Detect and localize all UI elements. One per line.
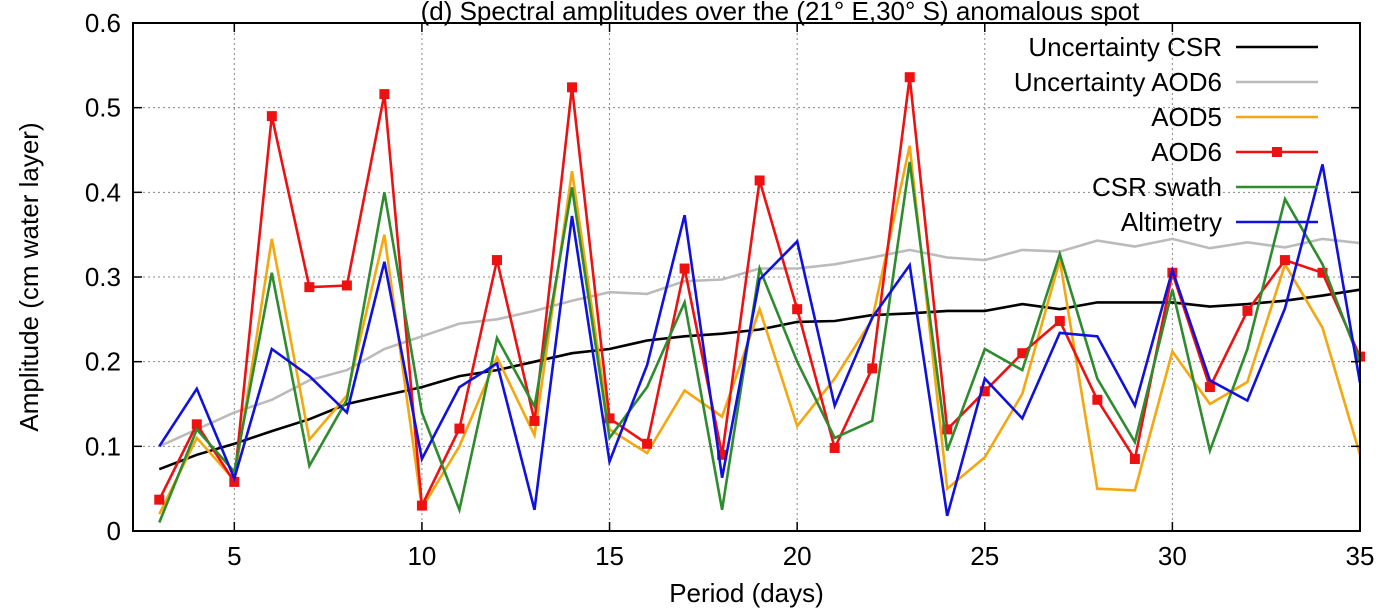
y-tick-label: 0.5 bbox=[85, 93, 121, 123]
chart-title: (d) Spectral amplitudes over the (21° E,… bbox=[421, 0, 1141, 26]
x-tick-label: 15 bbox=[595, 541, 624, 571]
data-point bbox=[904, 72, 915, 83]
legend-label: Uncertainty CSR bbox=[1028, 32, 1222, 62]
legend-item: AOD5 bbox=[1151, 102, 1318, 132]
data-point bbox=[1129, 454, 1140, 465]
data-point bbox=[379, 89, 390, 100]
data-point bbox=[754, 175, 765, 186]
legend-label: Altimetry bbox=[1121, 207, 1222, 237]
y-tick-label: 0.1 bbox=[85, 431, 121, 461]
legend-label: CSR swath bbox=[1092, 172, 1222, 202]
data-point bbox=[1017, 348, 1028, 359]
x-axis-title: Period (days) bbox=[669, 578, 824, 608]
data-point bbox=[1279, 255, 1290, 266]
data-point bbox=[304, 282, 315, 293]
series-lines bbox=[154, 72, 1365, 523]
data-point bbox=[1204, 382, 1215, 393]
data-point bbox=[867, 363, 878, 374]
data-point bbox=[717, 449, 728, 460]
data-point bbox=[529, 415, 540, 426]
x-tick-label: 5 bbox=[227, 541, 241, 571]
data-point bbox=[679, 263, 690, 274]
x-tick-label: 10 bbox=[407, 541, 436, 571]
data-point bbox=[154, 494, 165, 505]
data-point bbox=[942, 424, 953, 435]
data-point bbox=[604, 413, 615, 424]
data-point bbox=[454, 423, 465, 434]
legend-item: CSR swath bbox=[1092, 172, 1318, 202]
y-tick-label: 0.3 bbox=[85, 262, 121, 292]
series-aod6 bbox=[154, 72, 1365, 511]
legend-label: AOD5 bbox=[1151, 102, 1222, 132]
legend-marker bbox=[1272, 147, 1282, 157]
data-point bbox=[1054, 316, 1065, 327]
y-tick-label: 0.6 bbox=[85, 8, 121, 38]
data-point bbox=[491, 255, 502, 266]
y-tick-label: 0.2 bbox=[85, 347, 121, 377]
x-tick-labels: 5 10 15 20 25 30 35 bbox=[227, 541, 1374, 571]
data-point bbox=[829, 443, 840, 454]
data-point bbox=[567, 82, 578, 93]
series-line bbox=[158, 145, 1362, 515]
series-uncertainty-csr bbox=[158, 288, 1361, 471]
legend-label: Uncertainty AOD6 bbox=[1014, 67, 1222, 97]
data-point bbox=[979, 386, 990, 397]
series-line bbox=[158, 288, 1361, 471]
data-point bbox=[266, 111, 277, 122]
x-tick-label: 35 bbox=[1346, 541, 1375, 571]
y-tick-label: 0.4 bbox=[85, 177, 121, 207]
data-point bbox=[416, 500, 427, 511]
x-tick-label: 20 bbox=[783, 541, 812, 571]
series-line bbox=[158, 164, 1362, 517]
data-point bbox=[191, 419, 202, 430]
y-tick-labels: 0 0.1 0.2 0.3 0.4 0.5 0.6 bbox=[85, 8, 121, 546]
tick-marks bbox=[133, 22, 1361, 532]
series-line bbox=[158, 161, 1362, 523]
y-axis-title: Amplitude (cm water layer) bbox=[14, 122, 44, 431]
x-tick-label: 30 bbox=[1158, 541, 1187, 571]
data-point bbox=[642, 438, 653, 449]
series-altimetry bbox=[158, 164, 1362, 517]
data-point bbox=[1317, 267, 1328, 278]
legend-item: Altimetry bbox=[1121, 207, 1318, 237]
y-tick-label: 0 bbox=[107, 516, 121, 546]
data-point bbox=[1242, 305, 1253, 316]
data-point bbox=[792, 304, 803, 315]
series-csr-swath bbox=[158, 161, 1362, 523]
legend-item: Uncertainty CSR bbox=[1028, 32, 1318, 62]
x-tick-label: 25 bbox=[970, 541, 999, 571]
legend: Uncertainty CSR Uncertainty AOD6 AOD5 AOD6 C… bbox=[1014, 32, 1318, 237]
series-aod5 bbox=[158, 145, 1362, 515]
data-point bbox=[1092, 394, 1103, 405]
data-point bbox=[341, 280, 352, 291]
legend-item: AOD6 bbox=[1151, 137, 1318, 167]
legend-item: Uncertainty AOD6 bbox=[1014, 67, 1318, 97]
legend-label: AOD6 bbox=[1151, 137, 1222, 167]
